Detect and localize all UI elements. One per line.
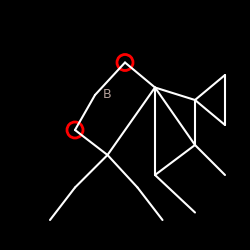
Text: B: B bbox=[103, 88, 112, 102]
